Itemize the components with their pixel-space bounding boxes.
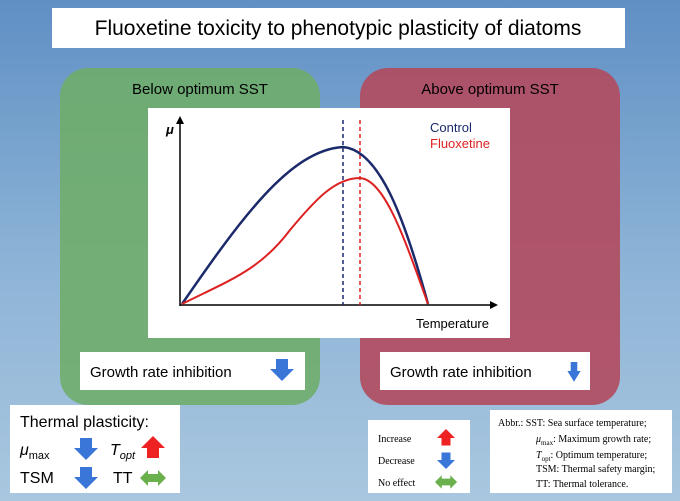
control-curve [180, 145, 430, 305]
x-arrow [490, 301, 498, 309]
x-label: Temperature [416, 316, 489, 331]
fluoxetine-curve [181, 176, 429, 305]
abbreviation: TSM: Thermal safety margin; [536, 464, 656, 475]
effect-box [380, 352, 590, 390]
abbreviation: TT: Thermal tolerance. [536, 479, 628, 490]
plasticity-title: Thermal plasticity: [20, 414, 149, 431]
effect-text: Growth rate inhibition [390, 364, 532, 381]
effect-text: Growth rate inhibition [90, 364, 232, 381]
panel-heading: Below optimum SST [132, 81, 268, 98]
abbreviation: μmax: Maximum growth rate; [535, 434, 651, 447]
abbreviation-box [490, 410, 672, 493]
key-label: No effect [378, 478, 416, 489]
legend-entry: Fluoxetine [430, 136, 490, 151]
abbreviations: Abbr.: SST: Sea surface temperature; μma… [498, 418, 656, 490]
y-arrow [176, 116, 184, 124]
abbreviation: Topt: Optimum temperature; [536, 450, 647, 463]
legend-entry: Control [430, 120, 472, 135]
plasticity-item: Topt [110, 442, 136, 462]
plasticity-item: μmax [19, 442, 50, 462]
plasticity-item: TT [113, 470, 133, 487]
title-box [52, 8, 625, 48]
effect-box [80, 352, 305, 390]
chart-box [148, 108, 510, 338]
plasticity-item: TSM [20, 470, 54, 487]
key-label: Decrease [378, 456, 415, 467]
y-label: μ [165, 122, 174, 137]
panel-heading: Above optimum SST [421, 81, 559, 98]
key-label: Increase [378, 434, 412, 445]
title: Fluoxetine toxicity to phenotypic plasti… [95, 17, 582, 40]
abbreviation: Abbr.: SST: Sea surface temperature; [498, 418, 647, 429]
